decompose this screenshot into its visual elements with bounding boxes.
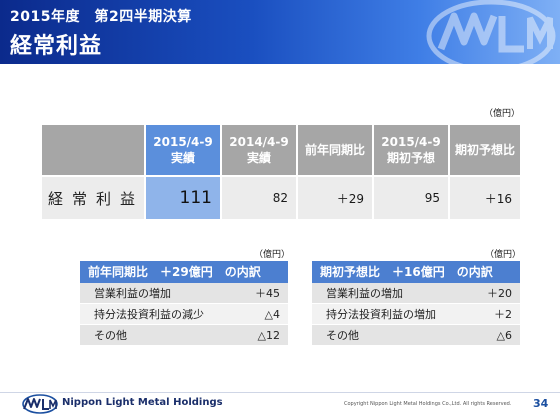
list-item: その他 △12 (80, 325, 288, 346)
header-cell-current-actual: 2015/4-9 実績 (144, 123, 222, 177)
table-header-row: 2015/4-9 実績 2014/4-9 実績 前年同期比 2015/4-9 期… (40, 123, 522, 177)
list-item: 営業利益の増加 ＋45 (80, 283, 288, 304)
header-banner: 2015年度 第2四半期決算 経常利益 (0, 0, 560, 64)
breakdown-forecast-rows: 営業利益の増加 ＋20 持分法投資利益の増加 ＋2 その他 △6 (312, 283, 520, 346)
list-item: 営業利益の増加 ＋20 (312, 283, 520, 304)
main-table-unit: （億円） (484, 109, 521, 119)
value-yoy: ＋29 (296, 175, 374, 221)
breakdown-yoy: 前年同期比 ＋29億円 の内訳 営業利益の増加 ＋45 持分法投資利益の減少 △… (80, 261, 288, 346)
breakdown-forecast-title: 期初予想比 ＋16億円 の内訳 (312, 261, 520, 283)
header-cell-initial-forecast: 2015/4-9 期初予想 (372, 123, 450, 177)
value-current-actual: 111 (144, 175, 222, 221)
ordinary-income-table: 2015/4-9 実績 2014/4-9 実績 前年同期比 2015/4-9 期… (40, 123, 522, 221)
footer-divider (0, 392, 560, 393)
header-cell-yoy: 前年同期比 (296, 123, 374, 177)
nlm-logo-icon (22, 394, 58, 414)
page-title: 経常利益 (10, 34, 103, 59)
header-blank-cell (40, 123, 146, 177)
value-initial-forecast: 95 (372, 175, 450, 221)
breakdown-forecast: 期初予想比 ＋16億円 の内訳 営業利益の増加 ＋20 持分法投資利益の増加 ＋… (312, 261, 520, 346)
row-label: 経常利益 (40, 175, 146, 221)
value-prior-actual: 82 (220, 175, 298, 221)
company-name: Nippon Light Metal Holdings (62, 397, 223, 408)
list-item: その他 △6 (312, 325, 520, 346)
value-vs-forecast: ＋16 (448, 175, 522, 221)
list-item: 持分法投資利益の増加 ＋2 (312, 304, 520, 325)
nlm-logo-icon (426, 0, 556, 64)
breakdown-left-unit: （億円） (254, 250, 291, 260)
copyright-text: Copyright Nippon Light Metal Holdings Co… (344, 401, 512, 407)
header-cell-prior-actual: 2014/4-9 実績 (220, 123, 298, 177)
header-cell-vs-forecast: 期初予想比 (448, 123, 522, 177)
breakdown-yoy-title: 前年同期比 ＋29億円 の内訳 (80, 261, 288, 283)
page-number: 34 (533, 397, 549, 410)
list-item: 持分法投資利益の減少 △4 (80, 304, 288, 325)
page-subtitle: 2015年度 第2四半期決算 (10, 9, 192, 25)
table-row: 経常利益 111 82 ＋29 95 ＋16 (40, 175, 522, 221)
breakdown-right-unit: （億円） (485, 250, 522, 260)
breakdown-yoy-rows: 営業利益の増加 ＋45 持分法投資利益の減少 △4 その他 △12 (80, 283, 288, 346)
